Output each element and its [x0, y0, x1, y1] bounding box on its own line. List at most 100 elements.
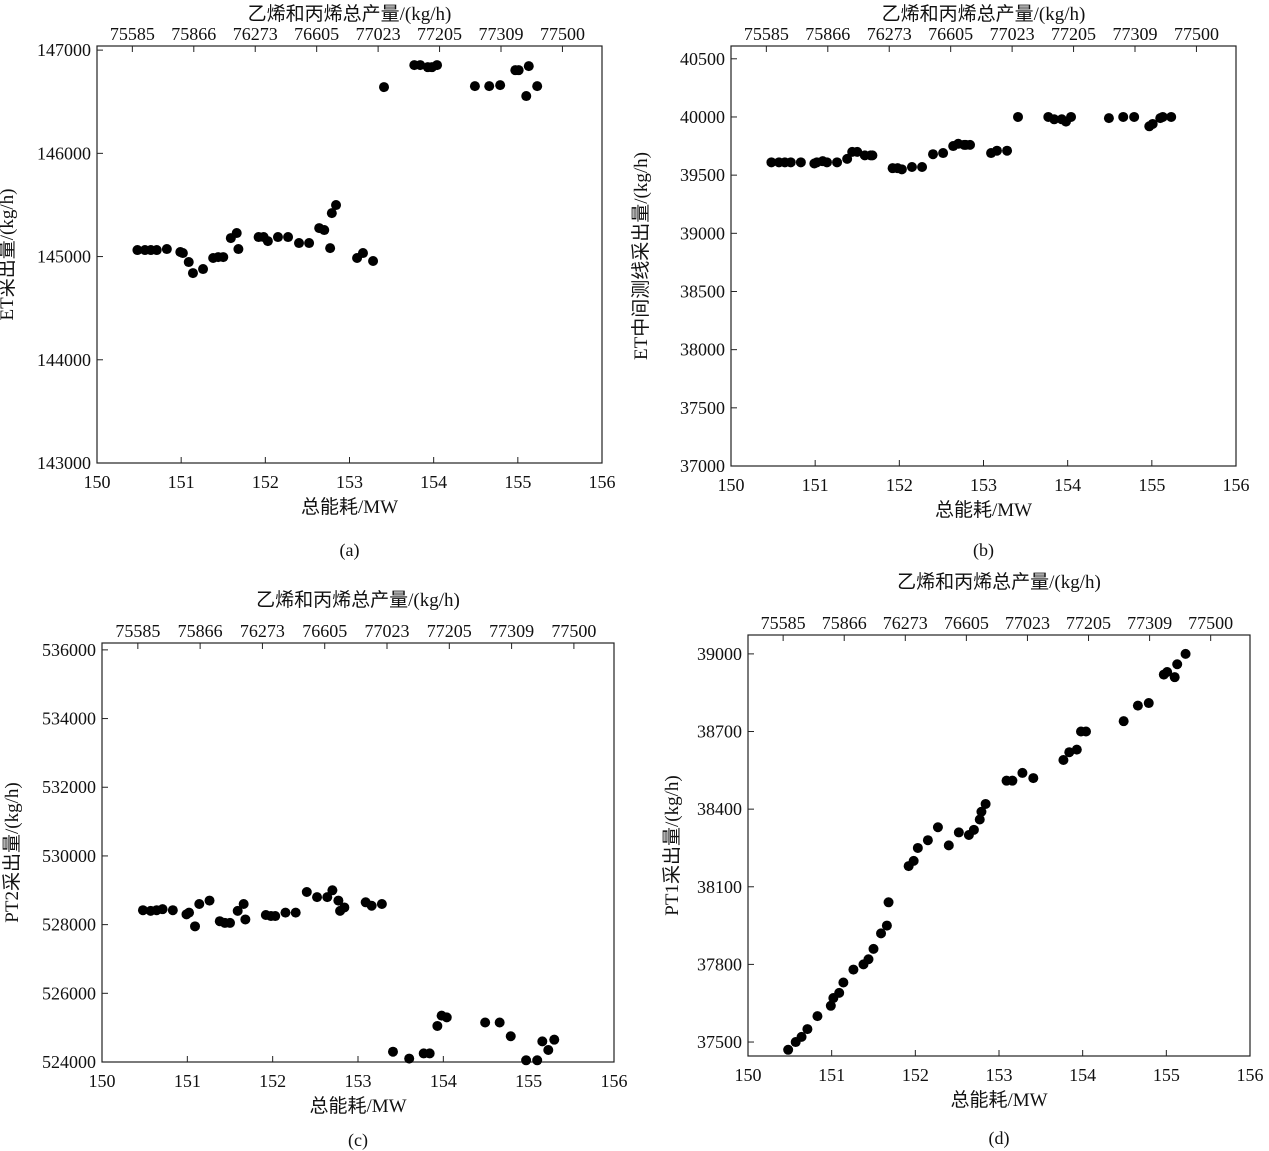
data-point — [1132, 700, 1143, 711]
panel-caption: (d) — [989, 1128, 1010, 1149]
data-point — [928, 149, 938, 160]
top-tick-label: 77500 — [551, 621, 596, 641]
x-tick-label: 154 — [420, 472, 447, 492]
data-point — [304, 238, 315, 249]
data-point — [1017, 767, 1028, 778]
y-axis-label: PT2采出量/(kg/h) — [1, 782, 23, 922]
data-point — [521, 91, 532, 102]
data-point — [848, 964, 859, 975]
top-tick-label: 77023 — [1005, 613, 1050, 633]
data-point — [1013, 111, 1024, 122]
y-axis-label: ET中间测线采出量/(kg/h) — [630, 152, 652, 360]
panel-caption: (b) — [973, 540, 994, 561]
data-point — [404, 1053, 415, 1064]
y-tick-label: 530000 — [42, 846, 96, 866]
top-tick-label: 76605 — [944, 613, 989, 633]
y-tick-label: 528000 — [42, 915, 96, 935]
data-point — [1081, 726, 1092, 737]
panel-caption: (c) — [348, 1130, 368, 1151]
chart-panel-d: 150 151 152 153 154 155 156 37500 37800 38100 3840… — [661, 571, 1264, 1149]
data-point — [1007, 775, 1018, 786]
y-tick-label: 40000 — [680, 107, 725, 127]
top-tick-label: 77023 — [356, 24, 401, 44]
data-point — [852, 146, 863, 157]
y-tick-label: 145000 — [37, 247, 91, 267]
data-point — [240, 914, 251, 925]
x-tick-label: 156 — [1223, 475, 1250, 495]
data-point — [270, 911, 281, 922]
data-point — [1118, 716, 1129, 727]
data-point — [834, 987, 845, 998]
data-point — [1166, 111, 1177, 122]
data-point — [432, 60, 443, 71]
data-point — [494, 1017, 505, 1028]
x-axis-label: 总能耗/MW — [935, 499, 1032, 521]
x-tick-label: 153 — [336, 472, 363, 492]
data-point — [802, 1024, 813, 1035]
top-tick-label: 77205 — [427, 621, 472, 641]
data-point — [387, 1046, 398, 1057]
data-point — [326, 208, 337, 219]
top-tick-label: 76273 — [240, 621, 285, 641]
x-tick-label: 150 — [89, 1071, 116, 1091]
top-tick-label: 75866 — [178, 621, 223, 641]
data-point — [932, 822, 943, 833]
y-tick-label: 536000 — [42, 640, 96, 660]
y-tick-label: 39500 — [680, 165, 725, 185]
data-point — [953, 827, 964, 838]
top-tick-label: 77309 — [489, 621, 534, 641]
data-point — [424, 1048, 435, 1059]
x-axis-label: 总能耗/MW — [301, 496, 398, 518]
data-point — [480, 1017, 491, 1028]
data-point — [137, 905, 148, 916]
data-point — [161, 244, 172, 255]
data-point — [868, 943, 879, 954]
data-point — [908, 855, 919, 866]
data-point — [183, 257, 194, 268]
data-point — [432, 1020, 443, 1031]
top-tick-label: 77205 — [1051, 24, 1096, 44]
data-point — [1066, 111, 1077, 122]
y-tick-label: 37500 — [680, 398, 725, 418]
data-point — [1064, 747, 1075, 758]
x-tick-label: 154 — [430, 1071, 457, 1091]
data-point — [1143, 698, 1154, 709]
chart-panel-b: 150 151 152 153 154 155 156 37000 37500 38000 3850… — [630, 3, 1250, 561]
x-tick-label: 156 — [589, 472, 616, 492]
data-point — [938, 148, 949, 159]
plot-frame — [101, 642, 615, 1063]
top-tick-label: 76273 — [883, 613, 928, 633]
data-point — [537, 1036, 548, 1047]
y-tick-label: 38700 — [697, 722, 742, 742]
data-point — [521, 1055, 532, 1066]
top-tick-label: 77500 — [1174, 24, 1219, 44]
top-tick-label: 77309 — [1127, 613, 1172, 633]
x-tick-label: 155 — [515, 1071, 542, 1091]
data-point — [523, 61, 534, 72]
data-point — [312, 892, 323, 903]
top-tick-label: 77023 — [990, 24, 1035, 44]
x-tick-label: 153 — [970, 475, 997, 495]
data-point — [974, 814, 985, 825]
y-tick-label: 534000 — [42, 709, 96, 729]
x-tick-label: 154 — [1054, 475, 1081, 495]
top-tick-label: 75585 — [115, 621, 160, 641]
data-point — [876, 928, 887, 939]
y-tick-label: 147000 — [37, 40, 91, 60]
top-tick-label: 77023 — [365, 621, 410, 641]
data-point — [863, 954, 874, 965]
data-point — [415, 60, 426, 71]
data-point — [896, 164, 907, 175]
data-point — [1157, 111, 1168, 122]
x-tick-label: 152 — [902, 1065, 929, 1085]
data-point — [132, 245, 143, 256]
data-point — [379, 82, 390, 93]
top-tick-label: 77205 — [1066, 613, 1111, 633]
x-tick-label: 152 — [252, 472, 279, 492]
data-point — [376, 899, 387, 910]
y-tick-label: 38400 — [697, 799, 742, 819]
data-point — [177, 248, 188, 259]
data-point — [1162, 667, 1173, 678]
data-point — [922, 835, 933, 846]
